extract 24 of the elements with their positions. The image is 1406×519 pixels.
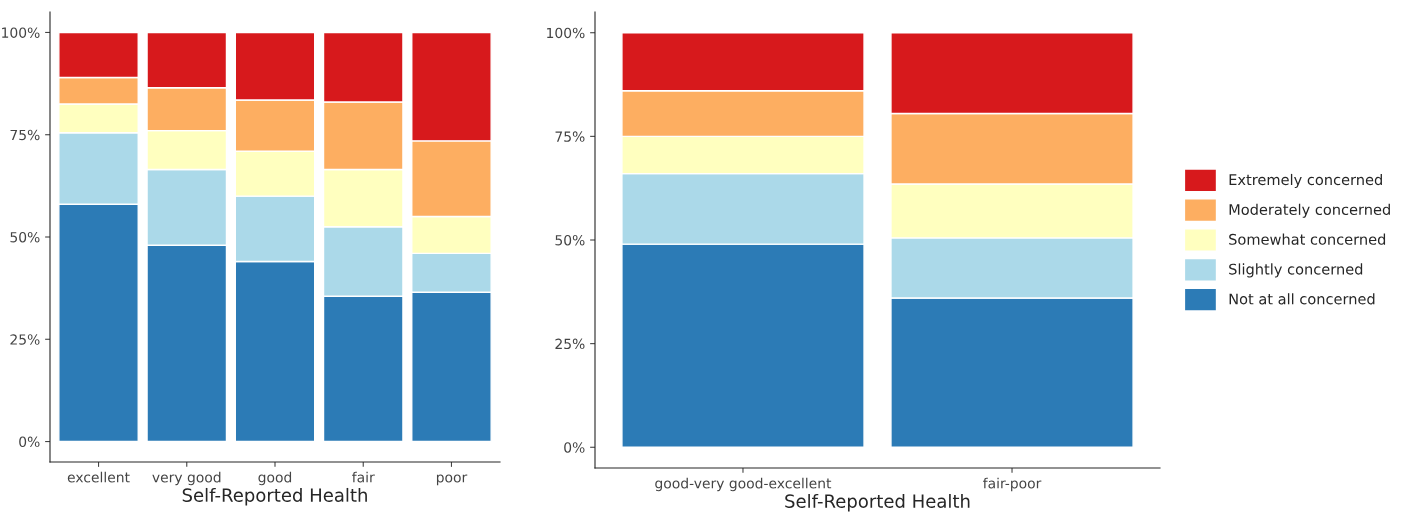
legend-label: Somewhat concerned xyxy=(1229,233,1386,245)
x-tick-label: good xyxy=(258,471,292,486)
x-tick-label: poor xyxy=(436,474,468,486)
y-tick-label: 25% xyxy=(555,338,585,350)
y-tick-label: 0% xyxy=(19,436,40,448)
y-tick-label: 50% xyxy=(10,231,40,243)
legend-label: Slightly concerned xyxy=(1229,263,1363,278)
legend-label: Extremely concerned xyxy=(1229,173,1382,189)
x-tick-label: excellent xyxy=(67,471,130,483)
y-tick-label: 0% xyxy=(564,442,585,453)
x-axis-title: Self-Reported Health xyxy=(182,487,367,506)
legend-label: Not at all concerned xyxy=(1229,293,1375,305)
x-tick-label: fair-poor xyxy=(983,477,1042,492)
x-axis-title: Self-Reported Health xyxy=(785,493,970,512)
y-tick-label: 50% xyxy=(555,234,585,246)
legend-label: Moderately concerned xyxy=(1229,203,1390,218)
y-tick-label: 75% xyxy=(10,129,40,141)
y-tick-label: 25% xyxy=(10,334,40,345)
x-tick-label: fair xyxy=(352,471,375,483)
x-tick-label: good-very good-excellent xyxy=(655,477,832,492)
y-tick-label: 100% xyxy=(547,27,585,39)
x-tick-label: very good xyxy=(152,471,221,486)
y-tick-label: 75% xyxy=(555,131,585,142)
y-tick-label: 100% xyxy=(2,27,40,38)
